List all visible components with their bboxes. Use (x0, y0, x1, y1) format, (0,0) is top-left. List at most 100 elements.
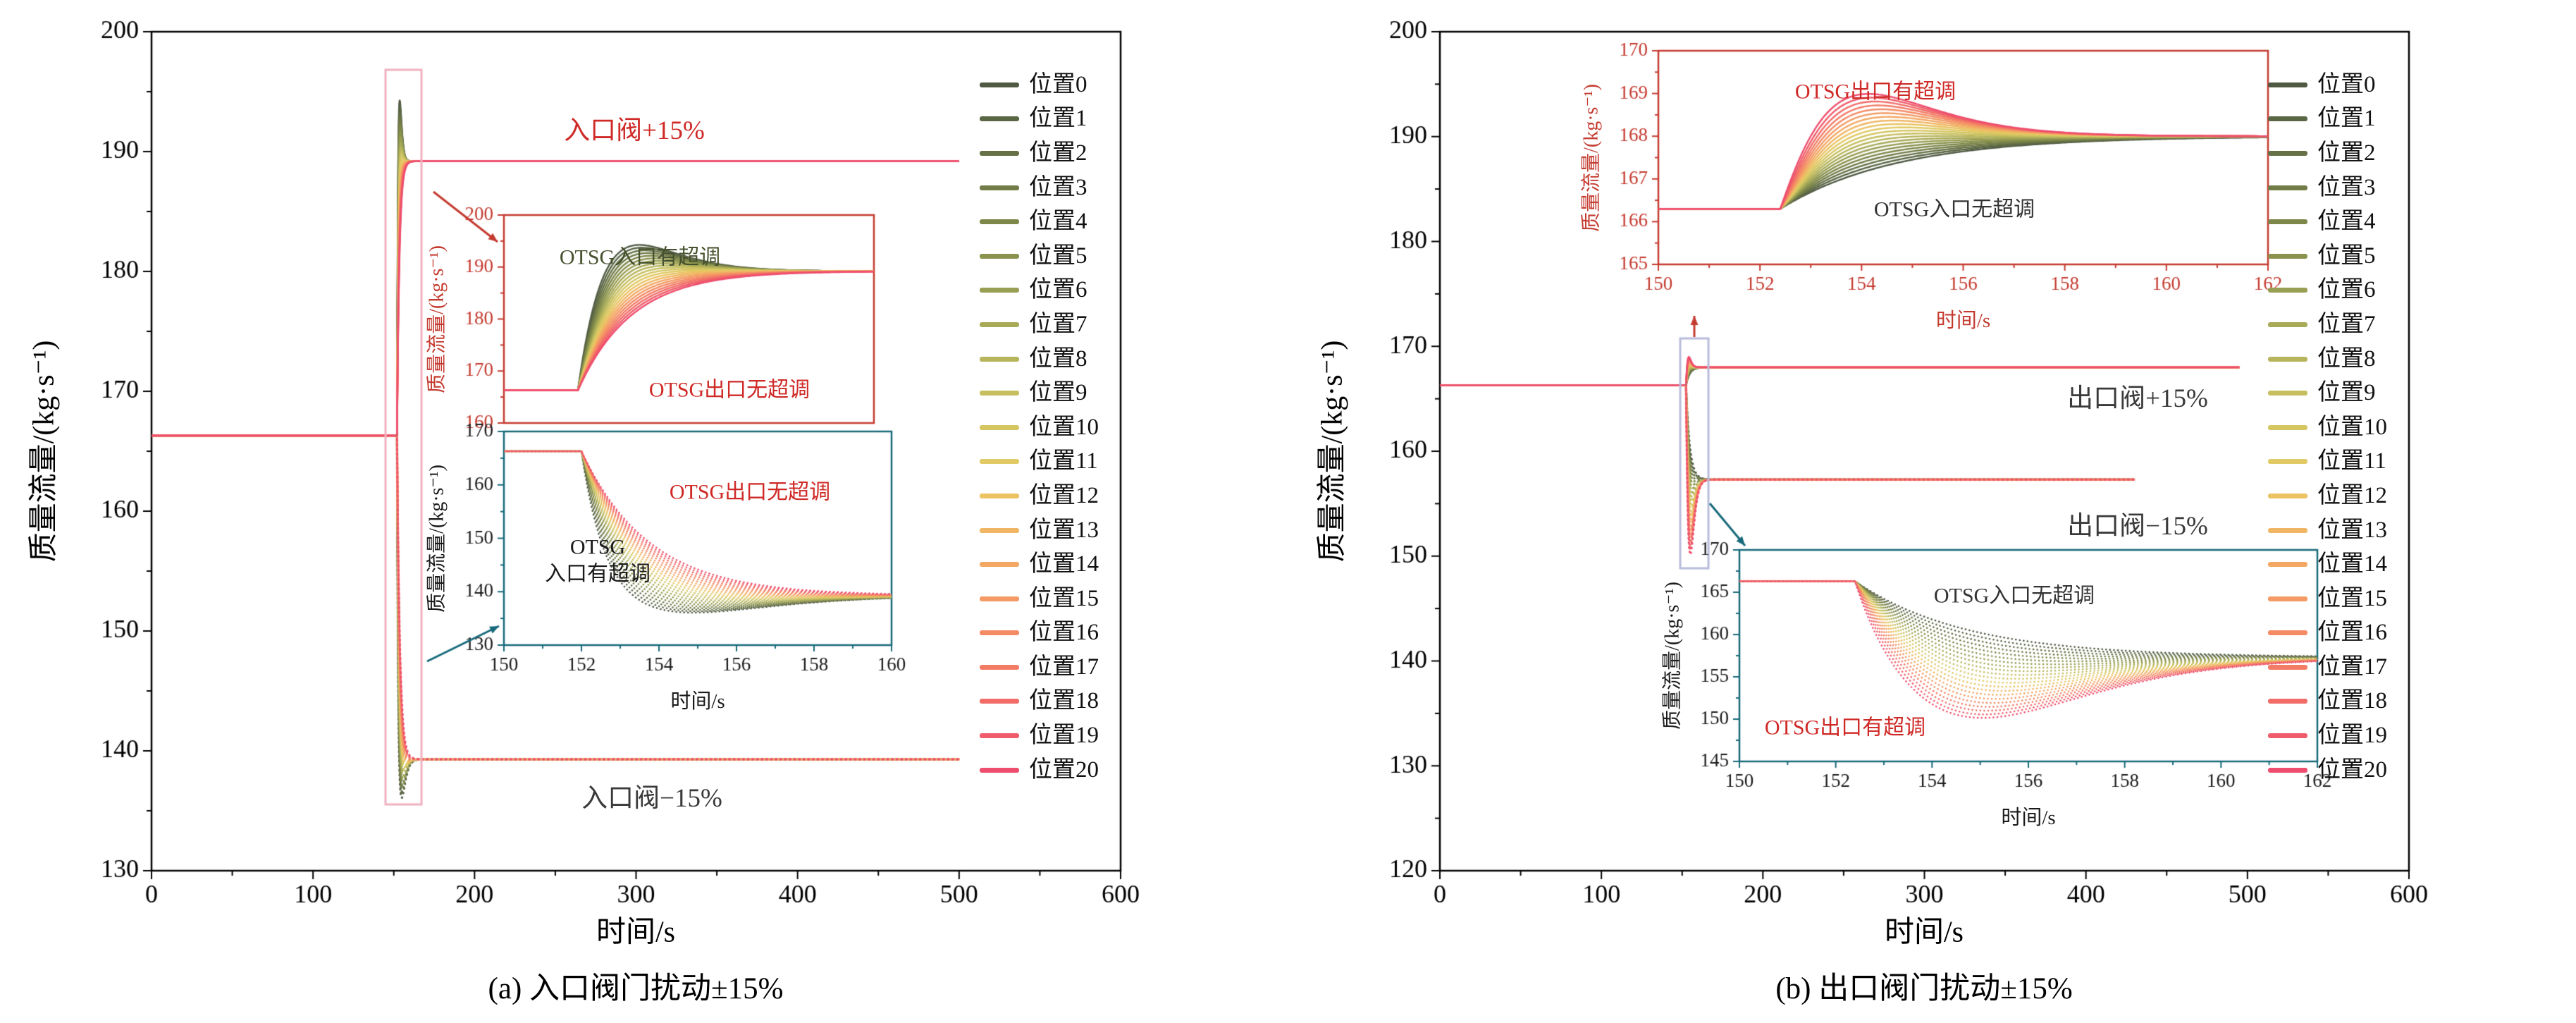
legend-swatch (980, 288, 1019, 293)
legend-swatch (2268, 596, 2307, 601)
legend-label: 位置10 (1029, 414, 1099, 440)
label-inlet-valve-plus15: 入口阀+15% (564, 116, 705, 145)
legend-swatch (980, 356, 1019, 362)
legend-item: 位置15 (980, 582, 1099, 616)
legend-swatch (980, 733, 1019, 739)
legend-item: 位置2 (2268, 136, 2387, 171)
label-otsg-inlet-no-overshoot-lower: OTSG入口无超调 (1933, 584, 2095, 608)
legend-label: 位置16 (1029, 620, 1099, 646)
legend-item: 位置13 (980, 513, 1099, 548)
label-otsg-outlet-no-overshoot-lower: OTSG出口无超调 (669, 480, 831, 504)
legend-label: 位置20 (1029, 756, 1099, 783)
legend-label: 位置19 (2317, 723, 2387, 749)
legend-item: 位置8 (2268, 342, 2387, 376)
legend-swatch (980, 219, 1019, 225)
legend-label: 位置4 (2317, 209, 2376, 235)
legend-item: 位置7 (2268, 307, 2387, 342)
legend-item: 位置0 (980, 68, 1099, 102)
legend-item: 位置18 (980, 685, 1099, 719)
legend-label: 位置6 (1029, 277, 1087, 303)
legend-label: 位置16 (2317, 620, 2387, 646)
legend-label: 位置10 (2317, 414, 2387, 440)
label-otsg-inlet-no-overshoot-upper: OTSG入口无超调 (1873, 197, 2035, 221)
legend-item: 位置11 (980, 445, 1099, 479)
legend-swatch (980, 321, 1019, 327)
legend-label: 位置4 (1029, 209, 1087, 235)
legend-item: 位置2 (980, 136, 1099, 171)
legend-swatch (980, 150, 1019, 156)
legend-item: 位置5 (2268, 239, 2387, 274)
legend-label: 位置13 (1029, 517, 1099, 543)
legend-swatch (980, 527, 1019, 533)
legend-item: 位置12 (980, 479, 1099, 513)
legend-label: 位置1 (2317, 106, 2376, 132)
legend-label: 位置8 (1029, 345, 1087, 372)
legend-label: 位置15 (2317, 585, 2387, 611)
legend-swatch (2268, 116, 2307, 122)
legend-swatch (2268, 288, 2307, 293)
legend-item: 位置6 (2268, 274, 2387, 308)
legend-swatch (980, 630, 1019, 636)
legend-label: 位置9 (1029, 380, 1087, 406)
legend-item: 位置20 (2268, 753, 2387, 788)
panel-b-legend: 位置0 位置1 位置2 位置3 位置4 位置5 位置6 位置7 位置8 位置9 位置10 位置11 位置… (2268, 68, 2387, 787)
legend-swatch (2268, 630, 2307, 636)
legend-item: 位置4 (980, 204, 1099, 239)
label-otsg-inlet-overshoot-lower: OTSG 入口有超调 (545, 535, 651, 586)
legend-label: 位置14 (1029, 551, 1099, 577)
legend-label: 位置2 (2317, 140, 2376, 166)
legend-label: 位置12 (1029, 482, 1099, 508)
legend-swatch (2268, 699, 2307, 704)
legend-item: 位置7 (980, 307, 1099, 342)
legend-item: 位置0 (2268, 68, 2387, 102)
legend-label: 位置6 (2317, 277, 2376, 303)
legend-label: 位置0 (1029, 71, 1087, 97)
legend-label: 位置9 (2317, 380, 2376, 406)
legend-item: 位置9 (2268, 376, 2387, 410)
legend-item: 位置1 (980, 102, 1099, 137)
legend-label: 位置0 (2317, 71, 2376, 97)
legend-item: 位置11 (2268, 445, 2387, 479)
legend-swatch (2268, 562, 2307, 568)
label-otsg-outlet-overshoot-upper: OTSG出口有超调 (1794, 80, 1956, 104)
legend-label: 位置15 (1029, 585, 1099, 611)
legend-item: 位置16 (980, 616, 1099, 651)
legend-swatch (2268, 527, 2307, 533)
legend-label: 位置11 (1029, 448, 1098, 474)
panel-a: 质量流量/(kg·s⁻¹) 时间/s (a) 入口阀门扰动±15% 位置0 位置1… (0, 0, 1288, 1023)
legend-label: 位置19 (1029, 723, 1099, 749)
panel-a-x-axis-label: 时间/s (596, 916, 676, 949)
panel-b: 质量流量/(kg·s⁻¹) 时间/s (b) 出口阀门扰动±15% 位置0 位置1… (1288, 0, 2576, 1023)
legend-swatch (980, 562, 1019, 568)
panel-a-plot-canvas (0, 0, 1288, 1023)
legend-swatch (980, 391, 1019, 396)
legend-swatch (980, 664, 1019, 670)
label-otsg-inlet-overshoot-upper: OTSG入口有超调 (559, 245, 721, 269)
inset-b-lower-xlabel: 时间/s (2001, 806, 2056, 829)
legend-label: 位置18 (2317, 688, 2387, 714)
legend-swatch (980, 253, 1019, 259)
legend-label: 位置20 (2317, 756, 2387, 783)
legend-swatch (2268, 82, 2307, 87)
legend-label: 位置13 (2317, 517, 2387, 543)
panel-b-caption: (b) 出口阀门扰动±15% (1775, 972, 2073, 1005)
legend-item: 位置5 (980, 239, 1099, 274)
legend-label: 位置12 (2317, 482, 2387, 508)
legend-item: 位置19 (2268, 718, 2387, 753)
panel-b-plot-canvas (1288, 0, 2576, 1023)
inset-b-upper-xlabel: 时间/s (1935, 309, 1991, 332)
legend-label: 位置8 (2317, 345, 2376, 372)
legend-swatch (2268, 356, 2307, 362)
legend-item: 位置4 (2268, 204, 2387, 239)
legend-swatch (2268, 321, 2307, 327)
label-otsg-outlet-overshoot-lower: OTSG出口有超调 (1764, 716, 1926, 740)
panel-a-caption: (a) 入口阀门扰动±15% (488, 972, 784, 1005)
label-otsg-outlet-no-overshoot-upper: OTSG出口无超调 (648, 378, 811, 402)
legend-swatch (2268, 664, 2307, 670)
legend-item: 位置10 (980, 410, 1099, 445)
panel-b-y-axis-label: 质量流量/(kg·s⁻¹) (1316, 340, 1349, 563)
legend-swatch (980, 185, 1019, 190)
legend-swatch (980, 459, 1019, 465)
legend-item: 位置17 (2268, 650, 2387, 685)
legend-label: 位置11 (2317, 448, 2386, 474)
